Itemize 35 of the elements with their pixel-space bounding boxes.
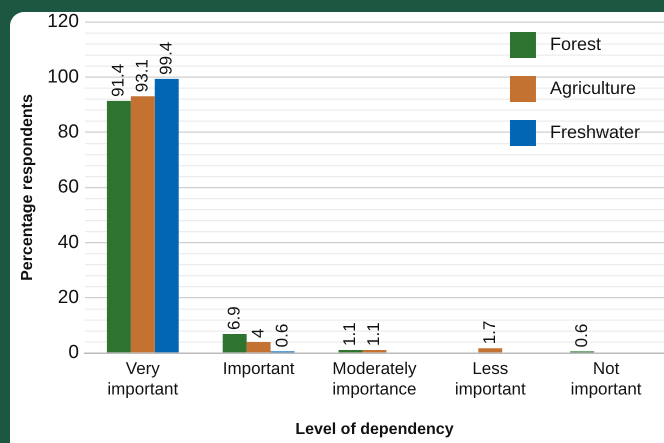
legend-label: Agriculture (550, 78, 636, 98)
data-label: 1.7 (480, 320, 499, 344)
y-tick-label: 0 (68, 342, 79, 364)
bar (338, 350, 362, 352)
data-label: 4 (248, 328, 268, 338)
x-tick-label: Less important (454, 358, 526, 398)
data-label: 99.4 (156, 42, 176, 75)
bar (106, 100, 131, 352)
y-tick-label: 40 (58, 232, 79, 253)
bar (246, 342, 271, 352)
y-tick-label: 100 (47, 66, 79, 88)
data-label: 0.6 (572, 324, 591, 348)
bar (130, 96, 155, 352)
bar (154, 78, 179, 352)
bar (478, 348, 502, 352)
x-tick-label: Important (222, 358, 295, 378)
legend-label: Freshwater (550, 122, 640, 142)
x-axis-title: Level of dependency (295, 420, 454, 438)
x-tick-label: Very important (107, 358, 179, 398)
data-label: 1.1 (364, 322, 384, 346)
bar (222, 334, 247, 352)
x-tick-label: Moderately importance (332, 358, 417, 398)
y-tick-label: 20 (58, 287, 79, 308)
y-tick-label: 120 (47, 11, 79, 32)
y-tick-label: 60 (58, 176, 79, 198)
y-tick-label: 80 (58, 122, 79, 143)
x-tick-label: Not important (570, 358, 642, 398)
data-label: 1.1 (340, 322, 360, 346)
bar (362, 350, 386, 352)
data-label: 0.6 (272, 324, 292, 348)
data-label: 93.1 (132, 59, 152, 92)
data-label: 91.4 (108, 64, 128, 97)
y-axis-title: Percentage respondents (19, 94, 36, 281)
data-label: 6.9 (224, 306, 244, 330)
legend-label: Forest (550, 34, 601, 54)
